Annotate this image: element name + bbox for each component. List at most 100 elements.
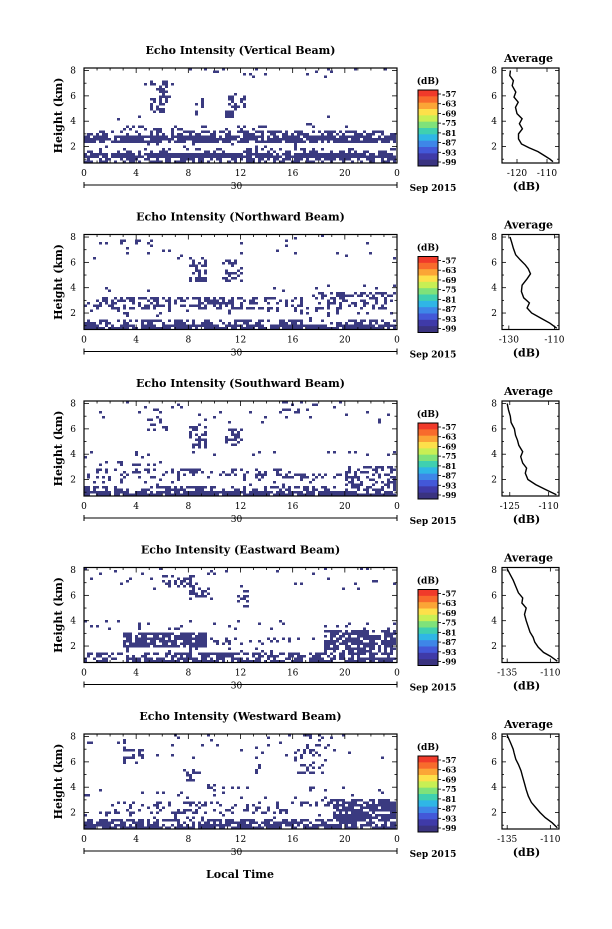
average-y-tick-label: 4 bbox=[491, 783, 497, 793]
x-tick-label: 0 bbox=[81, 336, 87, 346]
x-tick-label: 4 bbox=[133, 169, 139, 179]
y-tick-label: 2 bbox=[70, 476, 76, 486]
colorbar-swatch bbox=[418, 781, 438, 789]
y-tick-label: 8 bbox=[70, 67, 76, 77]
colorbar-tick-label: -63 bbox=[442, 765, 457, 775]
colorbar-swatch bbox=[418, 429, 438, 437]
date-label: Sep 2015 bbox=[410, 184, 457, 194]
colorbar-tick-label: -81 bbox=[442, 294, 456, 304]
colorbar-tick-label: -69 bbox=[442, 608, 457, 618]
y-tick-label: 6 bbox=[70, 591, 76, 601]
average-x-label: (dB) bbox=[513, 347, 540, 360]
colorbar-swatch bbox=[418, 768, 438, 776]
colorbar-tick-label: -57 bbox=[442, 755, 456, 765]
colorbar-swatch bbox=[418, 633, 438, 641]
average-x-tick-label: -130 bbox=[499, 336, 519, 346]
x-tick-label: 0 bbox=[81, 169, 87, 179]
colorbar-swatch bbox=[418, 262, 438, 270]
x-tick-label: 20 bbox=[339, 669, 351, 679]
colorbar-tick-label: -69 bbox=[442, 441, 457, 451]
average-title: Average bbox=[503, 52, 553, 65]
average-x-label: (dB) bbox=[513, 513, 540, 526]
colorbar-swatch bbox=[418, 153, 438, 161]
average-y-tick-label: 6 bbox=[491, 591, 497, 601]
average-x-tick-label: -135 bbox=[497, 835, 517, 845]
average-x-tick-label: -110 bbox=[540, 669, 560, 679]
colorbar-swatch bbox=[418, 448, 438, 456]
colorbar-swatch bbox=[418, 806, 438, 814]
colorbar-swatch bbox=[418, 269, 438, 276]
colorbar-swatch bbox=[418, 595, 438, 603]
colorbar-swatch bbox=[418, 473, 438, 481]
colorbar-swatch bbox=[418, 147, 438, 154]
average-x-tick-label: -110 bbox=[540, 835, 560, 845]
colorbar-tick-label: -87 bbox=[442, 304, 456, 314]
x-tick-label: 4 bbox=[133, 336, 139, 346]
average-y-tick-label: 2 bbox=[491, 309, 497, 319]
x-tick-label: 12 bbox=[235, 669, 246, 679]
average-y-tick-label: 6 bbox=[491, 758, 497, 768]
panel-title: Echo Intensity (Vertical Beam) bbox=[145, 44, 335, 57]
colorbar-swatch bbox=[418, 646, 438, 654]
colorbar-swatch bbox=[418, 435, 438, 443]
average-y-tick-label: 8 bbox=[491, 733, 497, 743]
average-title: Average bbox=[503, 385, 553, 398]
average-y-tick-label: 6 bbox=[491, 92, 497, 102]
x-tick-label: 4 bbox=[133, 669, 139, 679]
colorbar-tick-label: -87 bbox=[442, 471, 456, 481]
average-y-tick-label: 6 bbox=[491, 258, 497, 268]
colorbar-swatch bbox=[418, 756, 438, 763]
average-profile: Average 2 4 6 8 -135 -110(dB) bbox=[491, 718, 560, 859]
colorbar-tick-label: -93 bbox=[442, 647, 457, 657]
colorbar-swatch bbox=[418, 825, 438, 833]
x-tick-label: 16 bbox=[287, 169, 299, 179]
average-x-tick-label: -110 bbox=[539, 502, 559, 512]
colorbar-tick-label: -75 bbox=[442, 285, 456, 295]
average-y-tick-label: 2 bbox=[491, 809, 497, 819]
colorbar-tick-label: -87 bbox=[442, 138, 456, 148]
panel-title: Echo Intensity (Southward Beam) bbox=[136, 377, 345, 390]
colorbar-tick-label: -81 bbox=[442, 627, 456, 637]
day-label: 30 bbox=[231, 515, 243, 525]
x-tick-label: 0 bbox=[394, 835, 400, 845]
average-x-tick-label: -135 bbox=[497, 669, 517, 679]
y-tick-label: 8 bbox=[70, 733, 76, 743]
panel-title: Echo Intensity (Northward Beam) bbox=[136, 211, 345, 224]
colorbar-tick-label: -99 bbox=[442, 823, 457, 833]
y-tick-label: 4 bbox=[70, 450, 76, 460]
x-tick-label: 16 bbox=[287, 336, 299, 346]
x-tick-label: 0 bbox=[81, 502, 87, 512]
y-tick-label: 2 bbox=[70, 809, 76, 819]
colorbar-swatch bbox=[418, 128, 438, 135]
y-axis-label: Height (km) bbox=[52, 577, 65, 653]
colorbar-tick-label: -75 bbox=[442, 784, 456, 794]
colorbar-swatch bbox=[418, 96, 438, 104]
x-tick-label: 16 bbox=[287, 669, 299, 679]
colorbar-swatch bbox=[418, 608, 438, 616]
colorbar-swatch bbox=[418, 819, 438, 827]
x-tick-label: 0 bbox=[81, 835, 87, 845]
colorbar-swatch bbox=[418, 614, 438, 622]
average-line bbox=[506, 403, 557, 496]
day-label: 30 bbox=[231, 182, 243, 192]
y-tick-label: 2 bbox=[70, 309, 76, 319]
colorbar-swatch bbox=[418, 442, 438, 449]
colorbar-unit: (dB) bbox=[417, 576, 439, 587]
average-x-label: (dB) bbox=[513, 680, 540, 693]
colorbar-swatch bbox=[418, 621, 438, 628]
x-tick-label: 8 bbox=[185, 169, 191, 179]
colorbar-swatch bbox=[418, 319, 438, 327]
colorbar-tick-label: -69 bbox=[442, 275, 457, 285]
average-y-tick-label: 4 bbox=[491, 617, 497, 627]
panel-title: Echo Intensity (Eastward Beam) bbox=[141, 544, 340, 557]
y-axis-label: Height (km) bbox=[52, 744, 65, 820]
colorbar-tick-label: -69 bbox=[442, 774, 457, 784]
y-tick-label: 8 bbox=[70, 566, 76, 576]
colorbar-tick-label: -99 bbox=[442, 157, 457, 167]
date-label: Sep 2015 bbox=[410, 684, 457, 694]
average-title: Average bbox=[503, 718, 553, 731]
colorbar-swatch bbox=[418, 652, 438, 660]
average-line bbox=[509, 236, 558, 329]
y-tick-label: 4 bbox=[70, 117, 76, 127]
panel-4: Echo Intensity (Eastward Beam) Height (km… bbox=[52, 544, 561, 694]
